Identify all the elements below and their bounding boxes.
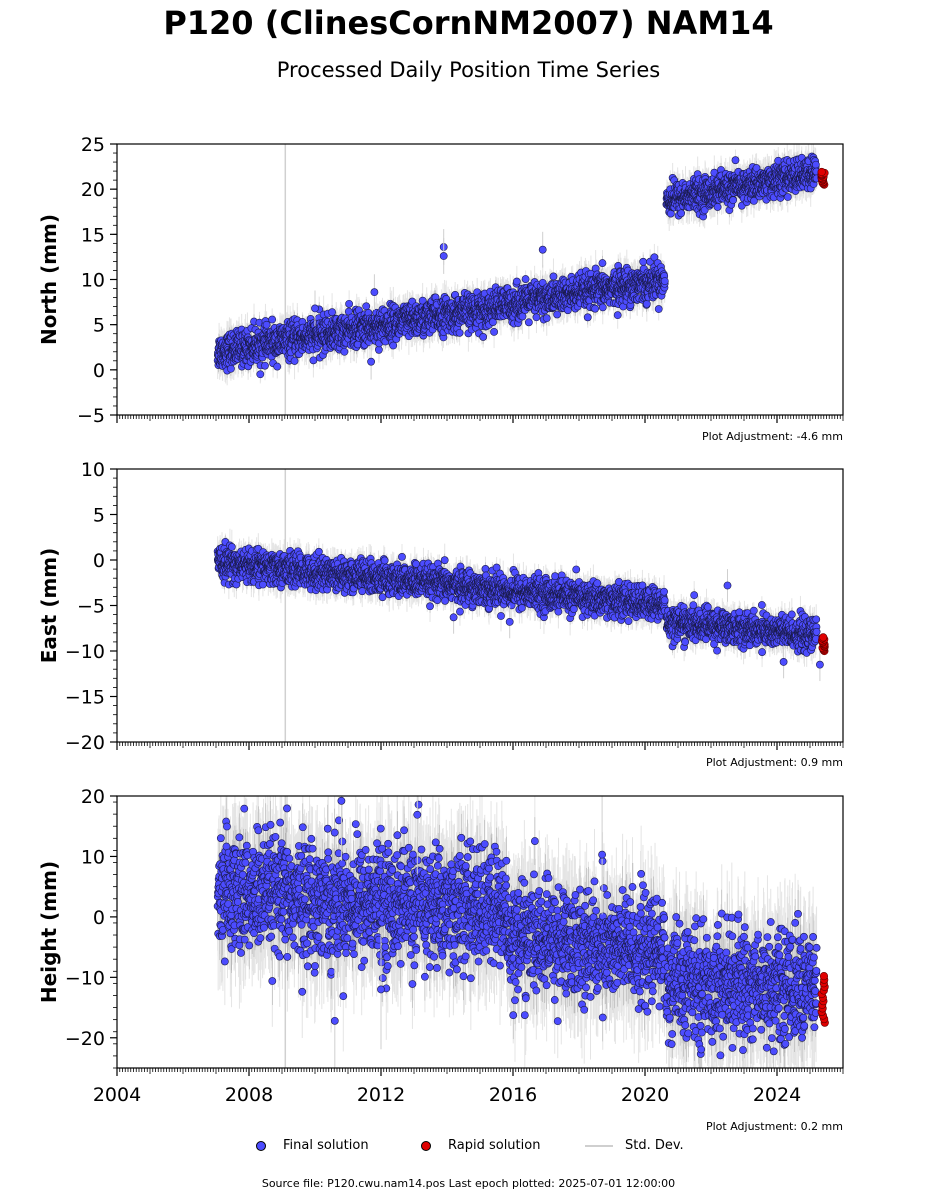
chart-title: P120 (ClinesCornNM2007) NAM14 [0, 4, 937, 42]
final-point [227, 364, 235, 373]
final-solution-points [213, 152, 821, 380]
chart-subtitle: Processed Daily Position Time Series [0, 58, 937, 82]
plot-area-north [213, 144, 829, 415]
